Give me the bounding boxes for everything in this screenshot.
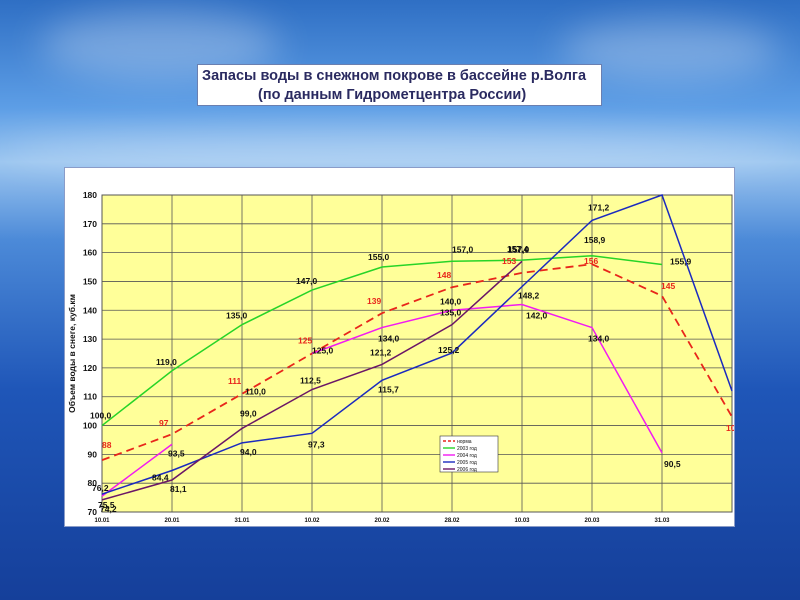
data-label: 97: [159, 418, 169, 428]
data-label: 119,0: [156, 357, 177, 367]
data-label: 94,0: [240, 447, 257, 457]
data-label: 145: [661, 281, 675, 291]
x-tick-label: 20.03: [584, 518, 600, 524]
x-tick-label: 28.02: [444, 518, 460, 524]
x-tick-label: 10.01: [94, 518, 110, 524]
line-chart: 70 80 90 100 110 120 130 140 150 160 170 180 10.01 20…: [67, 190, 734, 524]
y-tick-label: 180: [83, 190, 97, 200]
series-line-2004-год: [311, 303, 663, 454]
legend-label: 2006 год: [457, 467, 477, 473]
x-tick-label: 10.03: [514, 518, 530, 524]
data-label: 125,0: [312, 346, 334, 356]
y-tick-label: 160: [83, 248, 97, 258]
data-label: 155,0: [368, 252, 390, 262]
slide-title-line1: Запасы воды в снежном покрове в бассейне…: [202, 68, 587, 84]
data-label: 111: [228, 376, 242, 386]
data-label: 90,5: [664, 459, 681, 469]
legend-label: 2004 год: [457, 453, 477, 459]
data-label: 148: [437, 270, 451, 280]
slide-title-box: Запасы воды в снежном покрове в бассейне…: [197, 64, 602, 106]
data-label: 100,0: [90, 411, 112, 421]
data-label: 112,5: [300, 376, 321, 386]
data-label: 93,5: [168, 448, 185, 458]
data-label: 153: [502, 256, 516, 266]
data-label: 156: [584, 256, 598, 266]
y-tick-label: 70: [88, 507, 98, 517]
data-label: 76,2: [92, 483, 109, 493]
y-tick-label: 150: [83, 276, 97, 286]
y-tick-label: 100: [83, 421, 97, 431]
data-label: 84,4: [152, 473, 169, 483]
x-tick-label: 20.01: [164, 518, 180, 524]
plot-area: [101, 194, 733, 513]
data-label: 103: [726, 423, 734, 433]
data-label: 125: [298, 336, 312, 346]
data-label: 125,2: [438, 345, 460, 355]
data-label: 115,7: [378, 384, 399, 394]
cloud-decoration: [0, 130, 800, 170]
y-tick-label: 140: [83, 305, 97, 315]
legend-label: норма: [457, 439, 472, 445]
data-label: 110,0: [245, 387, 266, 397]
y-tick-label: 130: [83, 334, 97, 344]
slide-title-line2: (по данным Гидрометцентра России): [258, 87, 527, 103]
series-line-норма: [101, 263, 733, 461]
y-tick-label: 170: [83, 219, 97, 229]
y-tick-label: 90: [88, 449, 98, 459]
y-tick-label: 110: [83, 392, 97, 402]
series-line-2006-год: [101, 260, 523, 501]
x-tick-label: 31.01: [234, 518, 250, 524]
data-label: 147,0: [296, 276, 318, 286]
series-line-2005-год: [101, 194, 733, 495]
legend-label: 2003 год: [457, 446, 477, 452]
series-line-2004-год: [101, 443, 173, 497]
data-label: 171,2: [588, 202, 610, 212]
data-label: 155,9: [670, 256, 692, 266]
data-label: 121,2: [370, 347, 392, 357]
data-label: 134,0: [378, 334, 400, 344]
data-label: 134,0: [588, 334, 610, 344]
data-label: 75,5: [98, 500, 115, 510]
data-label: 88: [102, 440, 112, 450]
y-axis-label: Объем воды в снеге, куб.км: [67, 294, 77, 413]
chart-frame: 70 80 90 100 110 120 130 140 150 160 170 180 10.01 20…: [64, 167, 735, 527]
data-label: 157,4: [507, 244, 529, 254]
y-tick-label: 120: [83, 363, 97, 373]
data-label: 81,1: [170, 484, 187, 494]
data-label: 142,0: [526, 311, 548, 321]
legend-label: 2005 год: [457, 460, 477, 466]
data-label: 74,2: [100, 504, 117, 514]
data-label: 135,0: [440, 308, 462, 318]
x-tick-label: 10.02: [304, 518, 320, 524]
data-label: 139: [367, 296, 381, 306]
y-tick-label: 80: [88, 478, 98, 488]
data-label: 97,3: [308, 439, 325, 449]
legend-box: [439, 435, 499, 473]
data-label: 148,2: [518, 291, 540, 301]
x-tick-label: 20.02: [374, 518, 390, 524]
data-label: 157,0: [508, 244, 530, 254]
series-line-2003-год: [101, 255, 663, 427]
data-label: 158,9: [584, 235, 606, 245]
data-label: 157,0: [452, 244, 474, 254]
data-label: 135,0: [226, 311, 248, 321]
x-tick-label: 31.03: [654, 518, 670, 524]
data-label: 140,0: [440, 296, 462, 306]
data-label: 99,0: [240, 408, 257, 418]
